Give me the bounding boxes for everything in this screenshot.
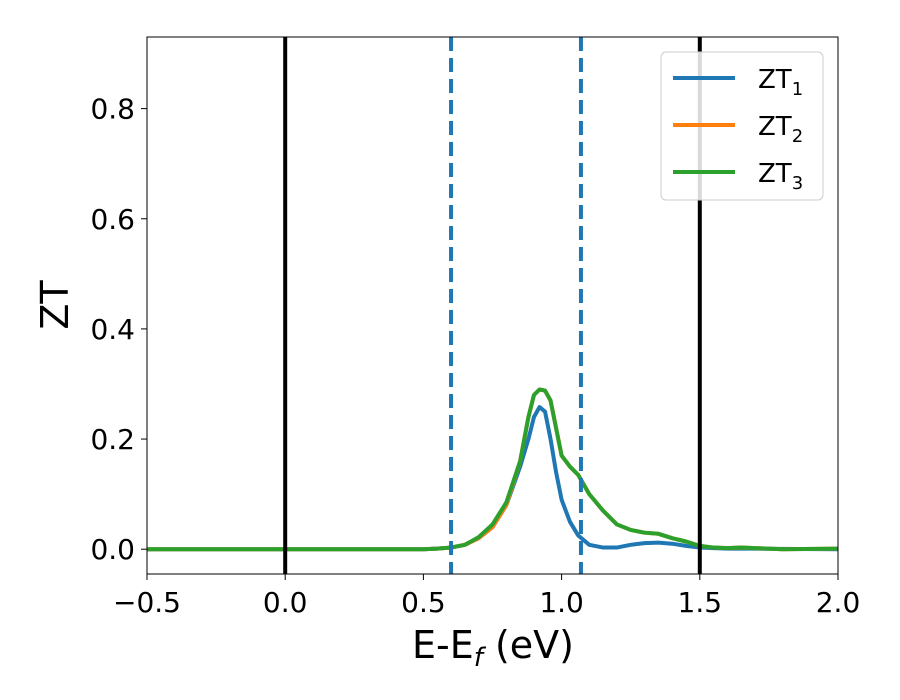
x-tick-label: 1.5 <box>678 586 723 619</box>
y-tick-label: 0.2 <box>90 423 135 456</box>
y-tick-label: 0.4 <box>90 313 135 346</box>
axes-frame <box>146 36 839 575</box>
legend-label-2: ZT2 <box>758 112 803 147</box>
series-line-3 <box>147 387 838 552</box>
y-ticks: 0.0 0.2 0.4 0.6 0.8 <box>90 93 147 566</box>
legend-box <box>660 51 824 201</box>
x-tick-label: 0.0 <box>263 586 308 619</box>
x-tick-label: 1.0 <box>539 586 584 619</box>
x-ticks: −0.5 0.0 0.5 1.0 1.5 2.0 <box>113 574 860 619</box>
legend: ZT1 ZT2 ZT3 <box>660 51 824 201</box>
y-tick-label: 0.8 <box>90 93 135 126</box>
y-tick-label: 0.6 <box>90 203 135 236</box>
x-tick-label: −0.5 <box>113 586 181 619</box>
x-axis-label-tail: (eV) <box>483 623 574 667</box>
plot-lines <box>147 387 838 552</box>
legend-label-3: ZT3 <box>758 159 803 194</box>
x-axis-label: E-Ef (eV) <box>412 623 574 673</box>
y-axis-label: ZT <box>33 280 77 330</box>
legend-label-1: ZT1 <box>758 65 803 100</box>
x-axis-label-main: E-E <box>412 623 474 667</box>
y-tick-label: 0.0 <box>90 533 135 566</box>
x-tick-label: 2.0 <box>816 586 861 619</box>
x-tick-label: 0.5 <box>401 586 446 619</box>
